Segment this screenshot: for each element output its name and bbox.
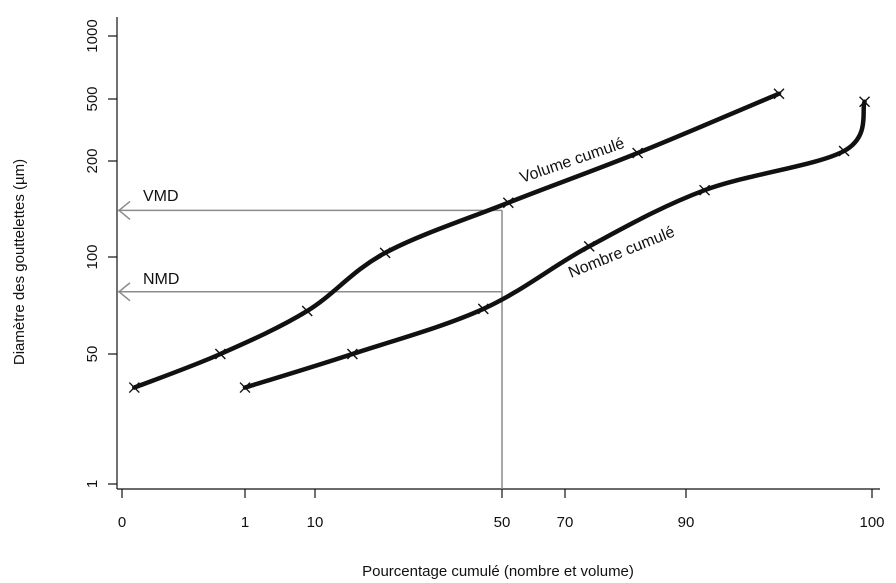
series-1-point-6	[859, 96, 871, 108]
y-tick-label-0: 1	[84, 480, 101, 488]
series-1-point-2	[477, 303, 489, 315]
series-lines	[132, 91, 867, 390]
x-tick-label-6: 100	[859, 514, 884, 531]
series-1-point-0	[239, 382, 251, 394]
reference-lines	[117, 200, 503, 489]
series-0-point-6	[773, 88, 785, 100]
x-tick-label-0: 0	[118, 514, 126, 531]
series-0-point-1	[214, 348, 226, 360]
series-label-nombre: Nombre cumulé	[566, 224, 677, 282]
y-tick-label-2: 100	[84, 244, 101, 269]
nmd-label: NMD	[143, 271, 179, 288]
axes: 0 1 10 50 70 90 100 1 50 100 200 500 1000	[84, 17, 885, 531]
x-tick-label-5: 90	[678, 514, 695, 531]
x-tick-label-3: 50	[494, 514, 511, 531]
series-1-point-5	[838, 145, 850, 157]
series-0-point-3	[379, 247, 391, 259]
y-tick-label-5: 1000	[84, 19, 101, 52]
x-tick-label-1: 1	[241, 514, 249, 531]
ref-arrow-0	[117, 200, 131, 220]
ref-arrow-1	[117, 282, 131, 302]
series-1-point-3	[583, 240, 595, 252]
y-axis-title: Diamètre des gouttelettes (µm)	[11, 159, 28, 365]
y-tick-label-1: 50	[84, 346, 101, 363]
vmd-label: VMD	[143, 188, 179, 205]
x-tick-label-4: 70	[557, 514, 574, 531]
series-0-point-0	[128, 382, 140, 394]
series-0-point-5	[632, 147, 644, 159]
series-line-0	[132, 91, 782, 390]
x-tick-label-2: 10	[307, 514, 324, 531]
series-0-point-4	[502, 197, 514, 209]
series-markers	[128, 88, 871, 394]
series-1-point-1	[346, 348, 358, 360]
series-1-point-4	[699, 184, 711, 196]
series-0-point-2	[301, 305, 313, 317]
series-line-1	[242, 99, 867, 390]
y-tick-label-4: 500	[84, 86, 101, 111]
y-tick-label-3: 200	[84, 148, 101, 173]
x-axis-title: Pourcentage cumulé (nombre et volume)	[362, 563, 634, 580]
